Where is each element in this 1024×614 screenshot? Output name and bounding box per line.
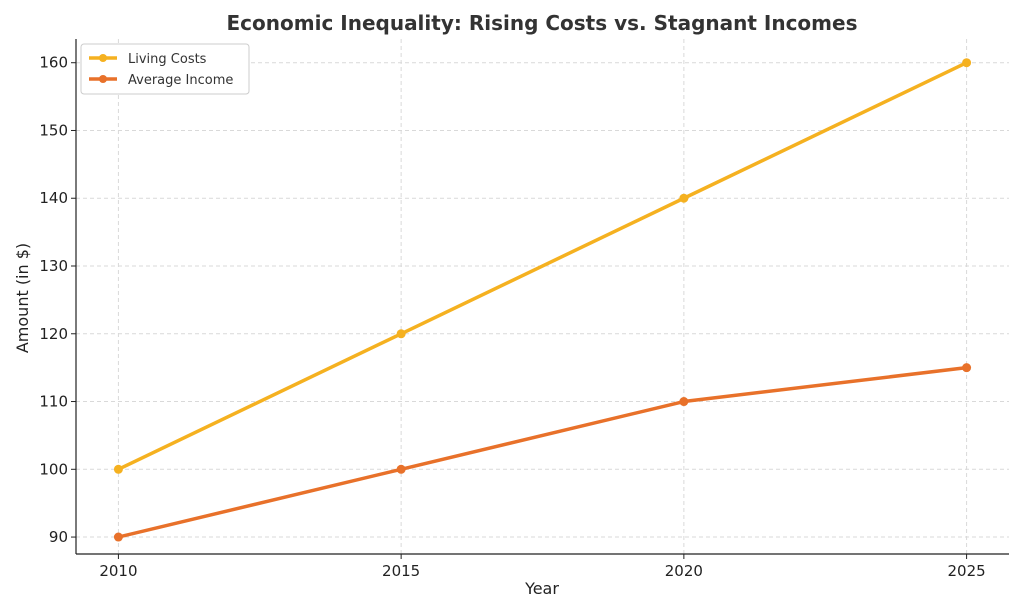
data-point-living-costs-2025 (962, 58, 972, 68)
y-tick-label-150: 150 (39, 121, 68, 139)
legend-label-living-costs: Living Costs (128, 52, 207, 67)
data-point-average-income-2015 (396, 464, 406, 474)
legend-box (80, 43, 250, 95)
data-point-living-costs-2020 (679, 193, 689, 203)
series-group (113, 58, 972, 542)
x-tick-label-2025: 2025 (947, 562, 985, 580)
legend: Living Costs Average Income (80, 43, 250, 95)
y-tick-label-120: 120 (39, 325, 68, 343)
y-tick-label-140: 140 (39, 189, 68, 207)
chart-title: Economic Inequality: Rising Costs vs. St… (227, 11, 858, 35)
y-tick-label-160: 160 (39, 54, 68, 72)
x-tick-label-2010: 2010 (99, 562, 137, 580)
series-line-living-costs (116, 60, 969, 472)
y-tick-label-110: 110 (39, 393, 68, 411)
y-axis-label: Amount (in $) (13, 243, 32, 353)
legend-item-living-costs: Living Costs (89, 52, 207, 67)
y-tick-label-100: 100 (39, 460, 68, 478)
legend-marker-average-income (99, 75, 107, 83)
grid (76, 39, 1009, 554)
x-tick-label-2015: 2015 (382, 562, 420, 580)
data-point-living-costs-2015 (396, 329, 406, 339)
legend-item-average-income: Average Income (89, 73, 233, 88)
data-point-average-income-2020 (679, 397, 689, 407)
legend-marker-living-costs (99, 54, 107, 62)
data-point-living-costs-2010 (113, 464, 123, 474)
axes: 90 100 110 120 130 140 150 160 2010 2015 2020 2025 (39, 39, 1009, 580)
y-tick-label-130: 130 (39, 257, 68, 275)
x-tick-label-2020: 2020 (665, 562, 703, 580)
data-point-average-income-2010 (113, 532, 123, 542)
x-axis-label: Year (524, 579, 559, 598)
y-tick-label-90: 90 (49, 528, 68, 546)
data-point-average-income-2025 (962, 363, 972, 373)
series-line-average-income (116, 365, 969, 539)
legend-label-average-income: Average Income (128, 73, 233, 88)
